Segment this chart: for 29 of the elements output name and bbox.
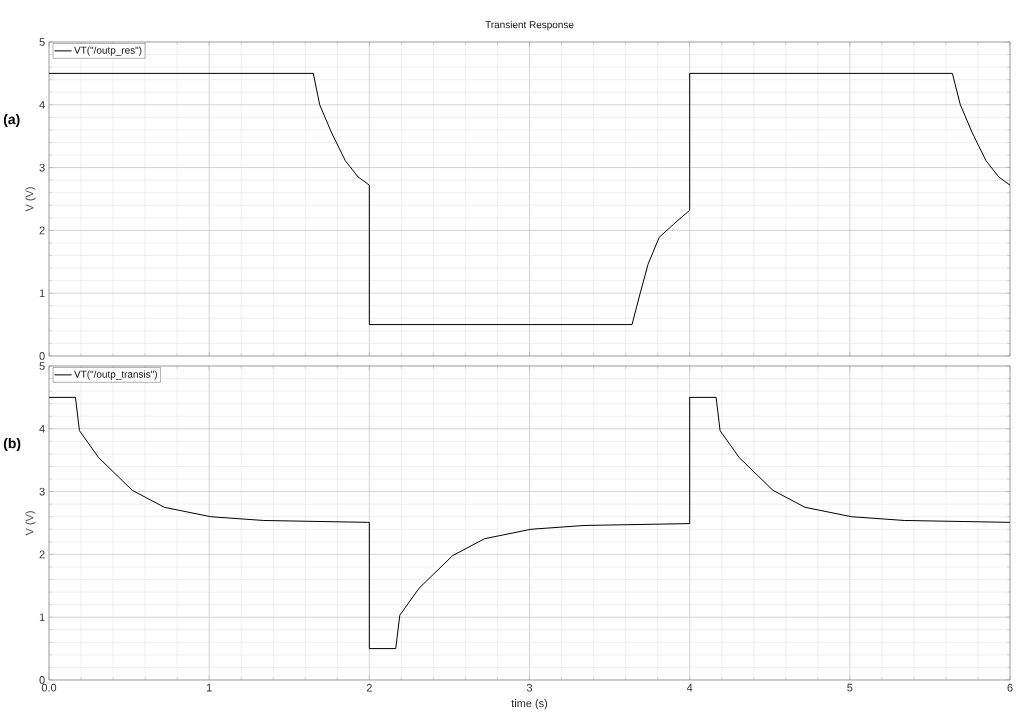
legend-label: VT("/outp_res"): [74, 46, 142, 56]
x-tick-label: 4: [686, 683, 693, 692]
x-tick-label: 5: [847, 683, 853, 692]
y-tick-label: 1: [39, 613, 45, 621]
y-tick-label: 4: [39, 101, 45, 109]
y-tick-label: 0: [39, 676, 45, 684]
x-axis-title: time (s): [511, 699, 548, 710]
y-tick-label: 3: [39, 163, 45, 172]
y-tick-label: 2: [39, 550, 45, 559]
text: (b): [3, 437, 21, 451]
y-axis-title: V (V): [25, 511, 36, 536]
text: (a): [3, 113, 20, 127]
y-tick-label: 1: [39, 289, 45, 297]
y-tick-label: 5: [39, 362, 45, 370]
y-tick-label: 3: [39, 487, 45, 496]
line-series: [48, 396, 1011, 650]
line-series: [48, 72, 1011, 326]
y-tick-label: 0: [39, 352, 45, 360]
x-tick-label: 0.0: [41, 683, 57, 692]
chart-title: Transient Response: [485, 20, 574, 31]
y-axis-title: V (V): [25, 187, 36, 212]
legend-label: VT("/outp_transis"): [74, 370, 157, 380]
y-tick-label: 4: [39, 425, 45, 433]
y-tick-label: 5: [39, 38, 45, 46]
x-tick-label: 1: [206, 683, 212, 692]
x-tick-label: 3: [526, 683, 533, 692]
x-tick-label: 2: [366, 683, 372, 692]
y-tick-label: 2: [39, 226, 45, 235]
x-tick-label: 6: [1007, 683, 1013, 692]
